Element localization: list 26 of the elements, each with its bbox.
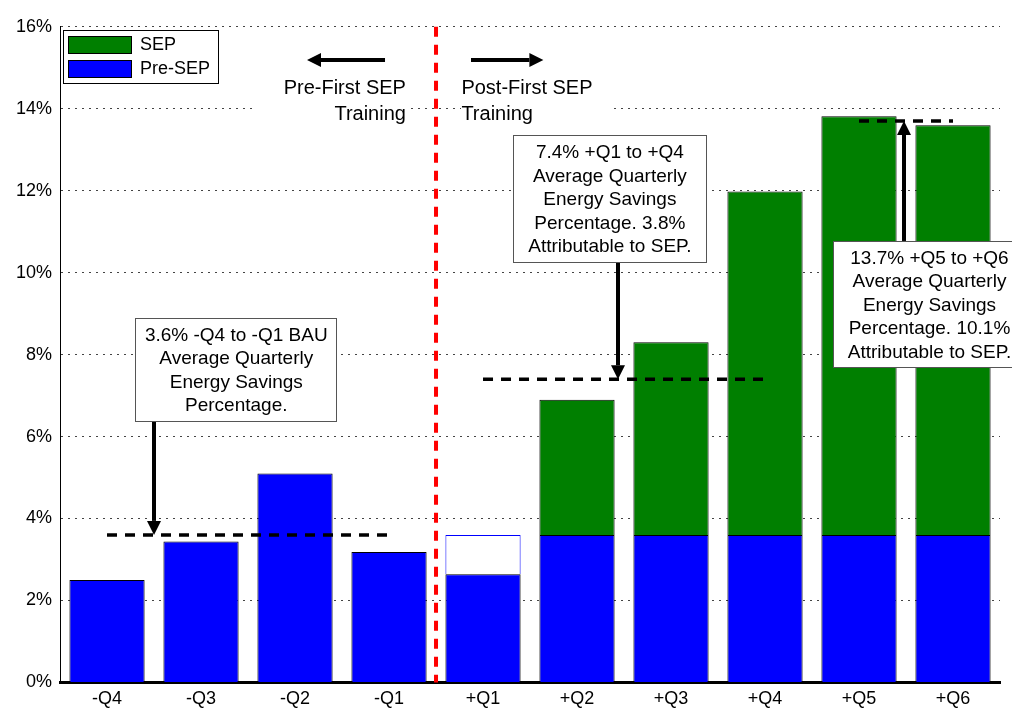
x-tick-label: -Q1 bbox=[374, 688, 405, 709]
legend-label: SEP bbox=[140, 34, 177, 56]
y-tick-label: 4% bbox=[26, 507, 53, 528]
legend-label: Pre-SEP bbox=[140, 58, 211, 80]
annotation: Pre-First SEP Training bbox=[257, 73, 406, 126]
y-tick-label: 10% bbox=[16, 261, 53, 282]
x-tick-label: +Q4 bbox=[747, 688, 783, 709]
annotation: 3.6% -Q4 to -Q1 BAU Average Quarterly Energy Savings Percentage. bbox=[135, 317, 338, 422]
y-tick-label: 6% bbox=[26, 425, 53, 446]
x-tick-label: +Q1 bbox=[465, 688, 501, 709]
x-tick-label: -Q2 bbox=[280, 688, 311, 709]
y-tick-label: 8% bbox=[26, 343, 53, 364]
annotation: 13.7% +Q5 to +Q6 Average Quarterly Energy Savings Percentage. 10.1% Attributable to SEP. bbox=[832, 240, 1012, 369]
y-tick-label: 16% bbox=[16, 15, 53, 36]
x-tick-label: -Q3 bbox=[186, 688, 217, 709]
x-tick-label: +Q3 bbox=[653, 688, 689, 709]
x-tick-label: +Q6 bbox=[935, 688, 971, 709]
y-tick-label: 2% bbox=[26, 589, 53, 610]
annotation: Post-First SEP Training bbox=[461, 73, 610, 126]
annotation: 7.4% +Q1 to +Q4 Average Quarterly Energy Savings Percentage. 3.8% Attributable to SEP. bbox=[513, 135, 707, 263]
y-tick-label: 0% bbox=[26, 671, 53, 692]
x-tick-label: +Q2 bbox=[559, 688, 595, 709]
x-tick-label: +Q5 bbox=[841, 688, 877, 709]
y-tick-label: 12% bbox=[16, 179, 53, 200]
y-tick-label: 14% bbox=[16, 97, 53, 118]
x-tick-label: -Q4 bbox=[92, 688, 123, 709]
